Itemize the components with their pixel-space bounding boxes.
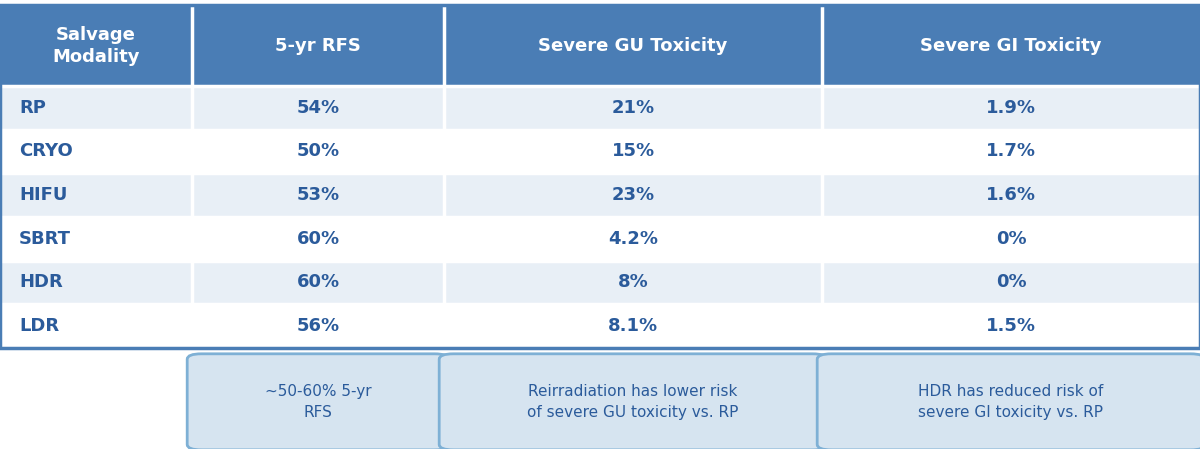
Text: HDR has reduced risk of
severe GI toxicity vs. RP: HDR has reduced risk of severe GI toxici… — [918, 384, 1104, 420]
Text: 8.1%: 8.1% — [608, 317, 658, 335]
Text: 23%: 23% — [612, 186, 654, 204]
FancyBboxPatch shape — [444, 173, 822, 217]
Text: Salvage
Modality: Salvage Modality — [53, 26, 139, 66]
FancyBboxPatch shape — [822, 304, 1200, 348]
FancyBboxPatch shape — [192, 217, 444, 261]
FancyBboxPatch shape — [0, 217, 192, 261]
Text: ~50-60% 5-yr
RFS: ~50-60% 5-yr RFS — [265, 384, 371, 420]
Text: 54%: 54% — [296, 99, 340, 117]
Text: 1.6%: 1.6% — [986, 186, 1036, 204]
FancyBboxPatch shape — [0, 261, 192, 304]
Text: Reirradiation has lower risk
of severe GU toxicity vs. RP: Reirradiation has lower risk of severe G… — [527, 384, 739, 420]
Text: 50%: 50% — [296, 142, 340, 160]
Text: LDR: LDR — [19, 317, 59, 335]
FancyBboxPatch shape — [444, 261, 822, 304]
Text: 1.5%: 1.5% — [986, 317, 1036, 335]
Text: 0%: 0% — [996, 230, 1026, 248]
Text: 60%: 60% — [296, 273, 340, 291]
FancyBboxPatch shape — [822, 173, 1200, 217]
Text: 15%: 15% — [612, 142, 654, 160]
Text: HDR: HDR — [19, 273, 62, 291]
Text: Severe GI Toxicity: Severe GI Toxicity — [920, 37, 1102, 55]
Text: 5-yr RFS: 5-yr RFS — [275, 37, 361, 55]
Text: HIFU: HIFU — [19, 186, 67, 204]
FancyBboxPatch shape — [0, 86, 192, 130]
FancyBboxPatch shape — [444, 130, 822, 173]
Text: Severe GU Toxicity: Severe GU Toxicity — [539, 37, 727, 55]
FancyBboxPatch shape — [444, 86, 822, 130]
Text: CRYO: CRYO — [19, 142, 73, 160]
FancyBboxPatch shape — [822, 217, 1200, 261]
FancyBboxPatch shape — [439, 354, 827, 449]
FancyBboxPatch shape — [444, 304, 822, 348]
FancyBboxPatch shape — [187, 354, 449, 449]
FancyBboxPatch shape — [444, 5, 822, 86]
Text: RP: RP — [19, 99, 46, 117]
FancyBboxPatch shape — [444, 217, 822, 261]
Text: 1.7%: 1.7% — [986, 142, 1036, 160]
FancyBboxPatch shape — [192, 86, 444, 130]
FancyBboxPatch shape — [192, 130, 444, 173]
Text: 56%: 56% — [296, 317, 340, 335]
Text: 4.2%: 4.2% — [608, 230, 658, 248]
Text: 1.9%: 1.9% — [986, 99, 1036, 117]
FancyBboxPatch shape — [0, 5, 192, 86]
Text: 53%: 53% — [296, 186, 340, 204]
Text: SBRT: SBRT — [19, 230, 71, 248]
Text: 21%: 21% — [612, 99, 654, 117]
Text: 60%: 60% — [296, 230, 340, 248]
Text: 0%: 0% — [996, 273, 1026, 291]
FancyBboxPatch shape — [822, 5, 1200, 86]
Text: 8%: 8% — [618, 273, 648, 291]
FancyBboxPatch shape — [822, 86, 1200, 130]
FancyBboxPatch shape — [0, 304, 192, 348]
FancyBboxPatch shape — [817, 354, 1200, 449]
FancyBboxPatch shape — [192, 173, 444, 217]
FancyBboxPatch shape — [822, 130, 1200, 173]
FancyBboxPatch shape — [822, 261, 1200, 304]
FancyBboxPatch shape — [192, 5, 444, 86]
FancyBboxPatch shape — [192, 304, 444, 348]
FancyBboxPatch shape — [0, 130, 192, 173]
FancyBboxPatch shape — [0, 173, 192, 217]
FancyBboxPatch shape — [192, 261, 444, 304]
